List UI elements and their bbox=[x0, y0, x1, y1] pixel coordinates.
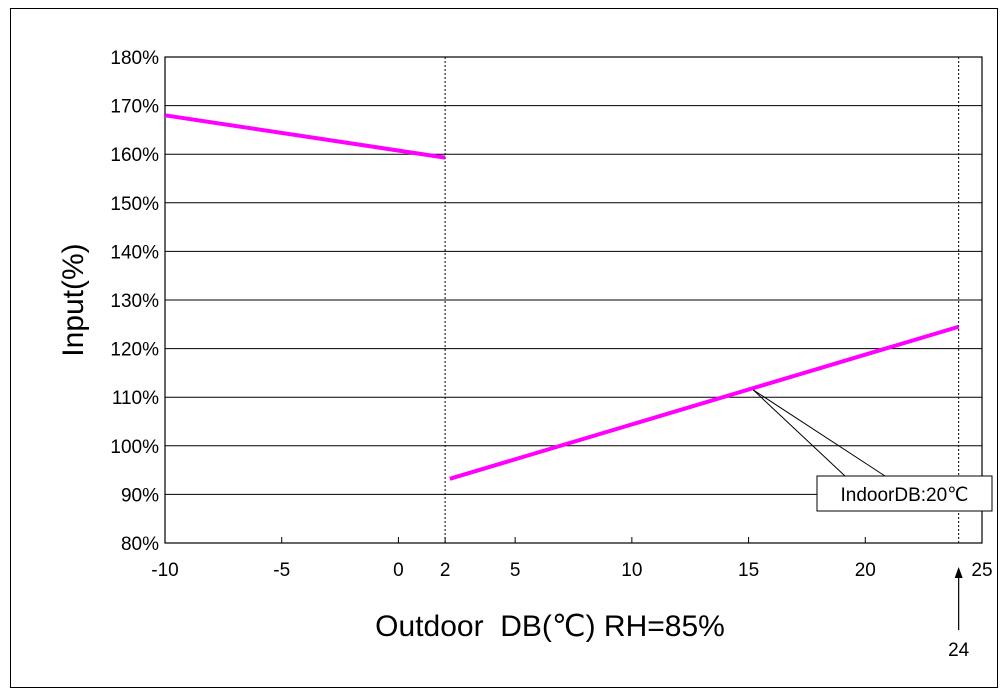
series-line-segment bbox=[449, 324, 960, 481]
y-axis-ticks: 80% 90% 100% 110% 120% 130% 140% 150% 160% 170% 18… bbox=[110, 48, 159, 555]
x-tick-label: 10 bbox=[621, 560, 642, 581]
series-line-segment bbox=[164, 113, 446, 160]
y-tick-label: 170% bbox=[110, 97, 159, 118]
gridlines bbox=[165, 105, 982, 495]
y-tick-label: 100% bbox=[110, 437, 159, 458]
y-tick-label: 130% bbox=[110, 291, 159, 312]
y-axis-title: Input(%) bbox=[57, 243, 90, 356]
y-tick-label: 110% bbox=[112, 388, 159, 409]
x-tick-label: 20 bbox=[855, 560, 876, 581]
y-tick-label: 150% bbox=[110, 194, 159, 215]
arrow-head bbox=[954, 567, 963, 578]
y-tick-label: 80% bbox=[121, 534, 159, 555]
y-tick-label: 180% bbox=[110, 48, 159, 69]
callout-label: IndoorDB:20℃ bbox=[840, 485, 968, 506]
y-tick-label: 90% bbox=[121, 485, 159, 506]
x-tick-label: 25 bbox=[971, 560, 992, 581]
annotations: IndoorDB:20℃ 24 bbox=[752, 389, 993, 661]
y-tick-label: 120% bbox=[110, 340, 159, 361]
arrow-label: 24 bbox=[948, 640, 970, 661]
x-tick-label: 0 bbox=[393, 560, 404, 581]
callout-box bbox=[816, 475, 993, 512]
x-tick-label: 15 bbox=[738, 560, 759, 581]
y-tick-label: 160% bbox=[110, 145, 159, 166]
x-tick-label: -10 bbox=[151, 560, 178, 581]
x-axis-title: Outdoor DB(℃) RH=85% bbox=[375, 610, 725, 643]
x-axis-ticks: -10 -5 0 2 5 10 15 20 25 bbox=[151, 537, 993, 581]
reference-lines bbox=[444, 57, 960, 543]
x-tick-label: 5 bbox=[510, 560, 521, 581]
y-tick-label: 140% bbox=[110, 242, 159, 263]
x-tick-label: -5 bbox=[273, 560, 290, 581]
x-tick-label: 2 bbox=[440, 560, 451, 581]
callout-leader bbox=[752, 389, 846, 477]
series-lines bbox=[164, 113, 960, 481]
callout-leader bbox=[752, 389, 886, 477]
